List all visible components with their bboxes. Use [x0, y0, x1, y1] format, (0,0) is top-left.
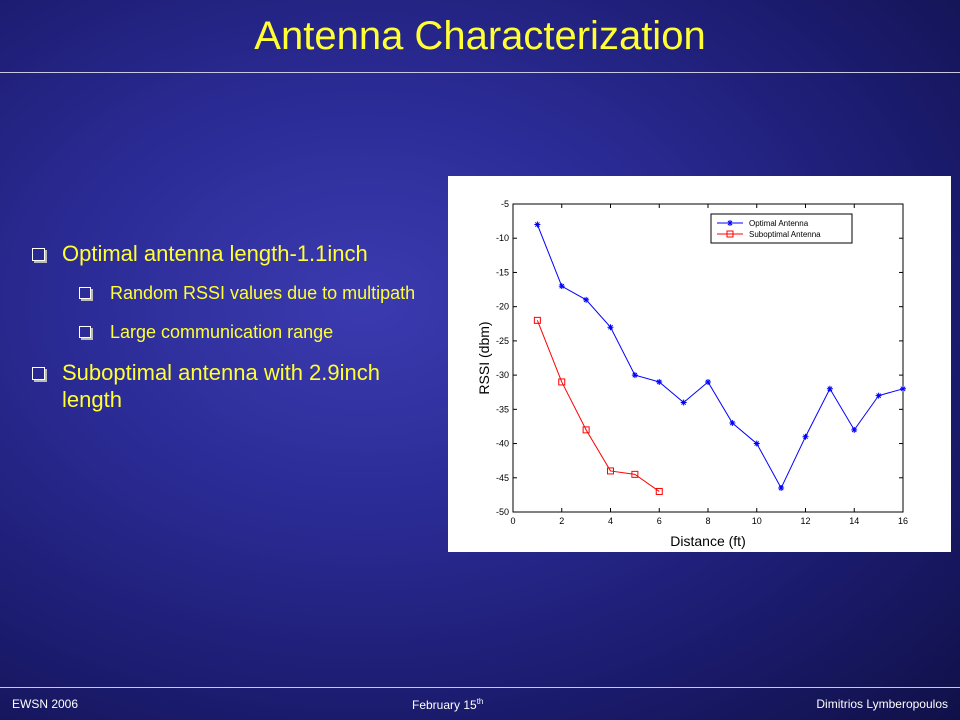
footer-divider	[0, 687, 960, 688]
data-point-star	[680, 399, 687, 406]
x-tick-label: 14	[849, 516, 859, 526]
legend-label: Optimal Antenna	[749, 219, 809, 228]
x-tick-label: 16	[898, 516, 908, 526]
title-divider	[0, 72, 960, 73]
sub-bullet-item: Random RSSI values due to multipath	[30, 281, 445, 306]
data-point-star	[753, 440, 760, 447]
data-point-star	[727, 220, 733, 226]
data-point-square	[631, 470, 639, 478]
data-point-star	[900, 385, 906, 392]
data-point-square	[582, 426, 590, 434]
data-point-star	[656, 378, 663, 385]
series-line	[536, 224, 904, 490]
bullet-list: Optimal antenna length-1.1inch Random RS…	[30, 240, 445, 427]
data-point-square	[726, 230, 734, 238]
rssi-chart: 0 2 4 6 8 10 12 14 16 -5 -10 -15 -20 -25 -30 -35 -40 -45 -…	[448, 176, 951, 552]
footer-event: EWSN 2006	[12, 697, 79, 711]
data-point-star	[826, 385, 833, 392]
x-tick-label: 0	[510, 516, 515, 526]
data-point-star	[851, 426, 858, 433]
data-point-star	[631, 372, 638, 379]
footer-date-sup: th	[476, 697, 484, 706]
data-point-square	[558, 378, 566, 386]
chart-legend: Optimal Antenna Suboptimal Antenna	[710, 213, 853, 244]
data-point-star	[534, 221, 541, 228]
sub-bullet-text: Random RSSI values due to multipath	[110, 283, 416, 303]
x-tick-label: 10	[752, 516, 762, 526]
data-point-star	[875, 392, 882, 399]
sub-bullet-text: Large communication range	[110, 322, 334, 342]
x-tick-label: 12	[800, 516, 810, 526]
bullet-item: Suboptimal antenna with 2.9inch length	[30, 359, 445, 413]
bullet-text: Suboptimal antenna with 2.9inch length	[62, 360, 380, 412]
checkbox-bullet-icon	[79, 326, 91, 338]
chart-svg: 0 2 4 6 8 10 12 14 16 -5 -10 -15 -20 -25 -30 -35 -40 -45 -…	[476, 199, 908, 549]
data-point-star	[802, 433, 809, 440]
footer-date: February 15th	[412, 697, 483, 712]
legend-label: Suboptimal Antenna	[749, 230, 821, 239]
y-tick-label: -5	[501, 199, 509, 209]
y-tick-label: -50	[496, 507, 509, 517]
y-axis-label: RSSI (dbm)	[476, 321, 492, 394]
x-tick-label: 6	[657, 516, 662, 526]
legend-box	[710, 213, 853, 244]
x-tick-label: 4	[608, 516, 613, 526]
y-tick-label: -30	[496, 370, 509, 380]
footer-date-main: February 15	[412, 698, 477, 712]
x-tick-label: 2	[559, 516, 564, 526]
checkbox-bullet-icon	[79, 287, 91, 299]
data-point-square	[655, 487, 663, 495]
y-tick-label: -40	[496, 439, 509, 449]
y-tick-label: -20	[496, 302, 509, 312]
y-tick-label: -35	[496, 404, 509, 414]
data-point-star	[558, 283, 565, 290]
series-optimal-antenna	[534, 221, 906, 492]
data-point-star	[778, 485, 785, 492]
bullet-text: Optimal antenna length-1.1inch	[62, 241, 368, 266]
series-suboptimal-antenna	[533, 316, 663, 495]
footer-author: Dimitrios Lymberopoulos	[816, 697, 948, 711]
series-line	[536, 320, 660, 492]
y-tick-label: -10	[496, 233, 509, 243]
y-tick-label: -45	[496, 473, 509, 483]
data-point-star	[705, 378, 711, 385]
data-point-star	[583, 296, 590, 303]
x-tick-label: 8	[705, 516, 710, 526]
data-point-square	[607, 467, 614, 475]
plot-area	[512, 203, 904, 513]
y-tick-label: -25	[496, 336, 509, 346]
y-tick-label: -15	[496, 267, 509, 277]
data-point-star	[607, 324, 614, 331]
slide-title: Antenna Characterization	[254, 14, 706, 58]
bullet-item: Optimal antenna length-1.1inch	[30, 240, 445, 267]
checkbox-bullet-icon	[32, 248, 45, 261]
sub-bullet-item: Large communication range	[30, 320, 445, 345]
data-point-star	[729, 420, 736, 427]
x-axis-label: Distance (ft)	[670, 533, 745, 549]
data-point-square	[533, 316, 541, 324]
checkbox-bullet-icon	[32, 367, 45, 380]
